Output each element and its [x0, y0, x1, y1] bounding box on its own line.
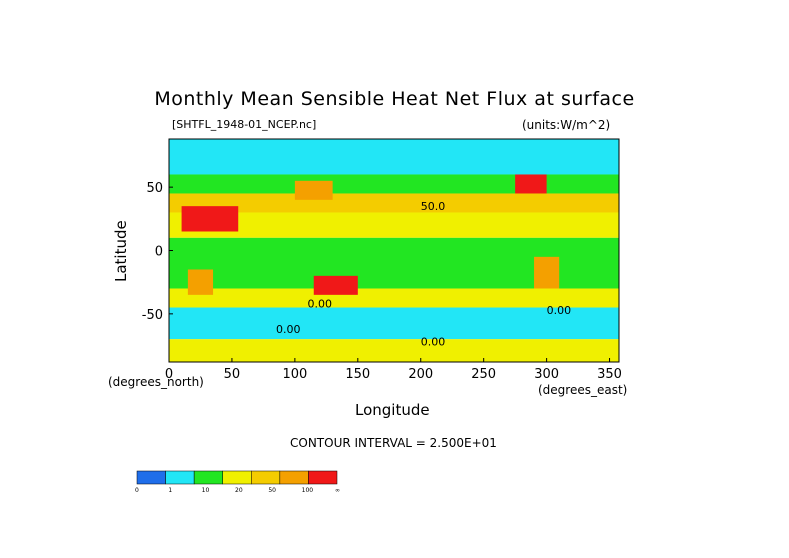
- heatmap-region-1: [169, 174, 619, 194]
- heatmap-region-6: [169, 307, 619, 340]
- heatmap-region-7: [169, 339, 619, 362]
- colorbar-tick-label: 50: [268, 487, 276, 494]
- contour-label: 0.00: [547, 304, 572, 317]
- dataset-filename: [SHTFL_1948-01_NCEP.nc]: [172, 118, 317, 131]
- colorbar-swatch: [251, 470, 281, 485]
- x-axis-unit-note: (degrees_east): [538, 383, 628, 397]
- heatmap-layer: [169, 139, 619, 362]
- colorbar-tick-label: 0: [135, 487, 139, 494]
- contour-label: 0.00: [307, 298, 332, 311]
- heatmap-region-3: [169, 212, 619, 238]
- contour-label: 0.00: [276, 323, 301, 336]
- heatmap-region-12: [515, 174, 547, 194]
- units-label: (units:W/m^2): [522, 118, 611, 132]
- y-tick-label: -50: [142, 308, 163, 323]
- x-tick-label: 100: [282, 367, 307, 382]
- colorbar-tick-label: 100: [301, 487, 314, 494]
- colorbar-swatch: [308, 470, 338, 485]
- colorbar-swatch: [279, 470, 309, 485]
- colorbar-tick-label: 1: [168, 487, 173, 494]
- y-tick-label: 50: [146, 181, 163, 196]
- colorbar: [136, 470, 338, 485]
- contour-label: 50.0: [421, 200, 446, 213]
- contour-interval-note: CONTOUR INTERVAL = 2.500E+01: [290, 436, 497, 450]
- colorbar-swatch: [165, 470, 195, 485]
- heatmap-region-10: [313, 275, 358, 295]
- colorbar-swatch: [222, 470, 252, 485]
- heatmap-region-2: [169, 193, 619, 213]
- chart-title: Monthly Mean Sensible Heat Net Flux at s…: [154, 88, 635, 110]
- heatmap-region-0: [169, 139, 619, 175]
- y-tick-label: 0: [155, 245, 163, 260]
- heatmap-region-11: [294, 180, 333, 200]
- colorbar-swatch: [136, 470, 166, 485]
- contour-label: 0.00: [421, 336, 446, 349]
- colorbar-swatch: [193, 470, 223, 485]
- x-tick-label: 300: [534, 367, 559, 382]
- axis-ticks: 0 50 100 150 200 250 300 350 50 0 -50 50.0 0.00 0.00 0…: [142, 181, 622, 382]
- heatmap-region-9: [187, 269, 214, 295]
- colorbar-tick-label: ∞: [335, 487, 340, 494]
- colorbar-tick-label: 20: [235, 487, 243, 494]
- y-axis-unit-note: (degrees_north): [108, 375, 204, 389]
- x-tick-label: 200: [408, 367, 433, 382]
- x-tick-label: 50: [224, 367, 241, 382]
- y-axis-label: Latitude: [112, 220, 130, 282]
- heatmap-region-5: [169, 288, 619, 308]
- colorbar-tick-label: 10: [201, 487, 210, 494]
- x-tick-label: 350: [597, 367, 622, 382]
- x-tick-label: 250: [471, 367, 496, 382]
- x-tick-label: 150: [345, 367, 370, 382]
- heatmap-region-8: [181, 206, 239, 232]
- x-tick-label: 0: [165, 367, 173, 382]
- x-axis-label: Longitude: [355, 401, 430, 419]
- heatmap-region-13: [534, 256, 560, 289]
